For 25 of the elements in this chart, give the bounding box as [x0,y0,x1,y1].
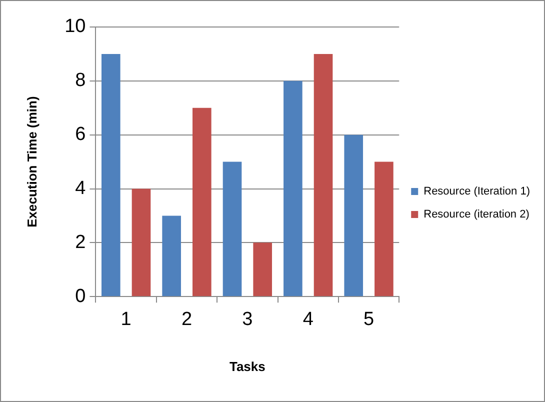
x-axis-title: Tasks [229,358,266,374]
legend-label: Resource (iteration 2) [424,208,530,221]
x-tick-label: 4 [302,309,314,330]
y-tick-label: 2 [75,232,86,253]
y-tick-label: 6 [75,124,86,146]
bar [284,80,302,296]
bar [344,134,364,296]
bar [222,162,242,296]
y-tick-label: 0 [75,286,86,307]
y-tick-label: 10 [64,16,86,38]
y-tick-label: 8 [75,70,86,92]
y-tick-label: 4 [75,178,86,199]
bar [162,216,181,296]
bar [102,54,120,296]
x-tick-label: 2 [181,309,192,330]
x-tick-label: 1 [120,309,132,330]
bar [192,108,212,296]
x-tick-label: 3 [242,309,253,330]
legend-label: Resource (Iteration 1) [424,186,530,198]
x-tick-label: 5 [363,309,374,330]
bar [374,162,394,296]
bar [253,242,272,296]
bar [314,54,333,296]
y-axis-title: Execution Time (min) [24,96,40,228]
bar [132,188,151,296]
